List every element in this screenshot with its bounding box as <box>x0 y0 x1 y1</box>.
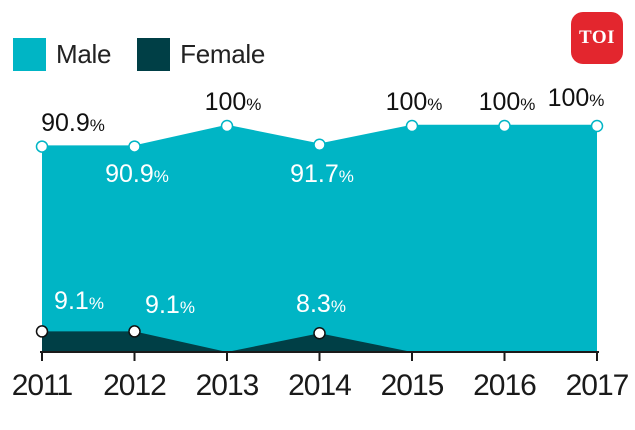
female-area <box>42 331 597 352</box>
x-tick-label: 2014 <box>288 369 351 402</box>
male-data-label: 91.7% <box>290 160 354 188</box>
male-data-label: 90.9% <box>41 109 105 137</box>
male-point <box>128 140 141 153</box>
x-tick-label: 2017 <box>566 369 629 402</box>
male-point <box>35 140 49 153</box>
toi-logo: TOI <box>571 12 623 64</box>
female-point <box>128 325 141 338</box>
male-data-label: 100% <box>386 88 443 116</box>
legend-label-male: Male <box>56 39 112 69</box>
male-point <box>405 119 419 133</box>
female-data-label: 8.3% <box>296 290 346 318</box>
male-point <box>220 119 234 133</box>
legend-label-female: Female <box>180 39 266 69</box>
legend-swatch-female <box>137 38 171 71</box>
legend: Male Female <box>13 38 291 71</box>
female-point <box>313 326 326 340</box>
male-data-label: 100% <box>479 88 536 116</box>
female-point <box>35 325 49 338</box>
x-tick-label: 2012 <box>103 369 166 402</box>
x-tick-label: 2013 <box>196 369 259 402</box>
legend-swatch-male <box>13 38 46 71</box>
male-point <box>498 119 511 133</box>
x-tick-label: 2015 <box>381 369 444 402</box>
x-tick-label: 2011 <box>12 369 73 402</box>
male-data-label: 100% <box>548 84 605 112</box>
female-data-label: 9.1% <box>54 287 104 315</box>
male-point <box>590 119 604 133</box>
male-area <box>42 126 597 352</box>
male-data-label: 90.9% <box>105 160 169 188</box>
x-tick-label: 2016 <box>473 369 536 402</box>
female-data-label: 9.1% <box>145 291 195 319</box>
male-data-label: 100% <box>205 88 262 116</box>
male-point <box>313 138 326 152</box>
